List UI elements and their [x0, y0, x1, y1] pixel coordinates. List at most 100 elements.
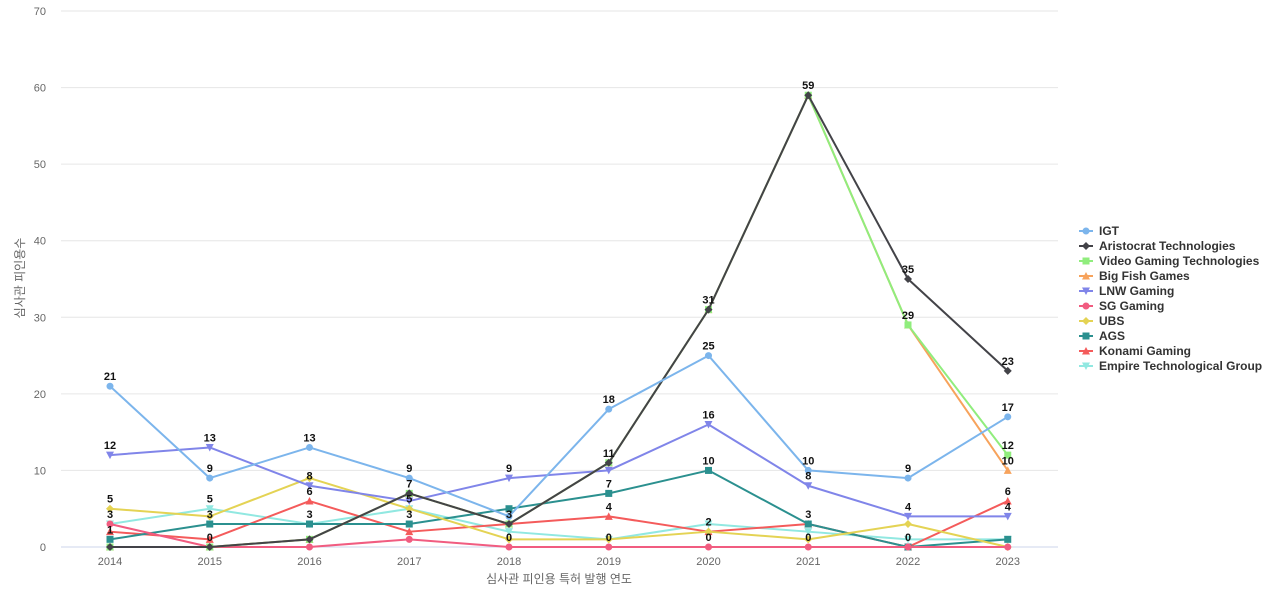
data-label: 16	[702, 409, 714, 421]
x-tick-label: 2016	[297, 556, 321, 568]
legend-label: IGT	[1099, 224, 1120, 238]
data-point	[1004, 535, 1012, 543]
legend-item[interactable]: Empire Technological Group	[1079, 359, 1262, 373]
data-point	[305, 482, 314, 490]
data-point	[505, 505, 513, 513]
data-point	[106, 535, 114, 543]
data-point	[804, 91, 813, 100]
data-point	[305, 497, 314, 505]
data-point	[205, 505, 214, 513]
data-point	[1004, 543, 1012, 551]
legend-item[interactable]: SG Gaming	[1079, 299, 1164, 313]
data-point	[405, 520, 413, 528]
legend-item[interactable]: Video Gaming Technologies	[1079, 254, 1260, 268]
data-label: 0	[606, 532, 612, 544]
y-tick-label: 50	[34, 159, 46, 171]
legend-item[interactable]: Aristocrat Technologies	[1079, 239, 1236, 253]
legend-item[interactable]: Big Fish Games	[1079, 269, 1190, 283]
legend-label: UBS	[1099, 314, 1124, 328]
data-point	[205, 543, 214, 551]
data-point	[106, 520, 114, 528]
data-label: 5	[107, 494, 113, 506]
data-point	[1003, 497, 1012, 505]
data-label: 23	[1002, 356, 1014, 368]
data-point	[405, 489, 414, 498]
data-point	[904, 512, 912, 521]
y-tick-label: 30	[34, 312, 46, 324]
data-label: 35	[902, 264, 914, 276]
legend-marker	[1082, 302, 1090, 310]
data-point	[305, 474, 314, 483]
data-label: 9	[406, 463, 412, 475]
x-tick-label: 2020	[696, 556, 720, 568]
x-tick-label: 2018	[497, 556, 521, 568]
legend-label: Konami Gaming	[1099, 344, 1191, 358]
data-label: 12	[104, 440, 116, 452]
x-tick-label: 2014	[98, 556, 122, 568]
data-point	[306, 443, 313, 451]
data-label: 59	[802, 80, 814, 92]
legend-item[interactable]: LNW Gaming	[1079, 284, 1174, 298]
x-tick-label: 2019	[597, 556, 621, 568]
data-label: 0	[805, 532, 811, 544]
data-point	[604, 512, 613, 520]
legend-item[interactable]: UBS	[1079, 314, 1124, 328]
data-label: 13	[204, 432, 216, 444]
data-label: 5	[406, 494, 412, 506]
data-point	[804, 482, 813, 490]
data-label: 10	[802, 455, 814, 467]
series-big-fish-games	[106, 91, 1012, 551]
legend-item[interactable]: AGS	[1079, 329, 1125, 343]
legend-marker	[1082, 347, 1090, 355]
legend-item[interactable]: Konami Gaming	[1079, 344, 1191, 358]
legend-marker	[1082, 287, 1090, 295]
data-point	[804, 543, 812, 551]
data-label: 3	[207, 509, 213, 521]
data-label: 3	[107, 509, 113, 521]
data-point	[705, 352, 712, 360]
series-layer	[106, 91, 1012, 551]
x-tick-label: 2021	[796, 556, 820, 568]
data-label: 18	[603, 394, 615, 406]
series-lnw-gaming	[106, 420, 1012, 521]
data-point	[804, 535, 813, 544]
data-label: 8	[805, 471, 811, 483]
data-point	[206, 474, 214, 482]
data-point	[704, 527, 713, 536]
legend-item[interactable]: IGT	[1079, 224, 1120, 238]
data-point	[205, 535, 214, 543]
legend-label: LNW Gaming	[1099, 284, 1174, 298]
legend-marker	[1082, 272, 1090, 280]
data-point	[505, 528, 513, 536]
data-point	[106, 382, 114, 390]
legend-marker	[1082, 227, 1090, 235]
data-label: 11	[603, 448, 615, 460]
data-label: 7	[606, 478, 612, 490]
data-label: 25	[702, 341, 714, 353]
data-point	[306, 520, 313, 528]
data-label-layer: 2191391825109177113159352312291012138916…	[104, 80, 1014, 544]
y-tick-label: 20	[34, 389, 46, 401]
data-point	[804, 466, 812, 474]
data-point	[405, 535, 413, 543]
data-point	[904, 321, 912, 329]
data-label: 13	[303, 432, 315, 444]
series-line	[109, 469, 1008, 548]
x-tick-label: 2017	[397, 556, 421, 568]
data-point	[1004, 413, 1012, 421]
grid-layer	[61, 10, 1058, 548]
legend-label: SG Gaming	[1099, 299, 1164, 313]
data-point	[904, 543, 912, 551]
data-label: 0	[207, 532, 213, 544]
data-label: 4	[606, 501, 613, 513]
y-tick-label: 40	[34, 236, 46, 248]
data-label: 3	[506, 509, 512, 521]
x-tick-label: 2022	[896, 556, 920, 568]
data-label: 10	[1002, 455, 1014, 467]
legend-label: AGS	[1099, 329, 1125, 343]
data-point	[605, 405, 613, 413]
data-point	[106, 527, 114, 536]
data-label: 4	[1005, 501, 1012, 513]
